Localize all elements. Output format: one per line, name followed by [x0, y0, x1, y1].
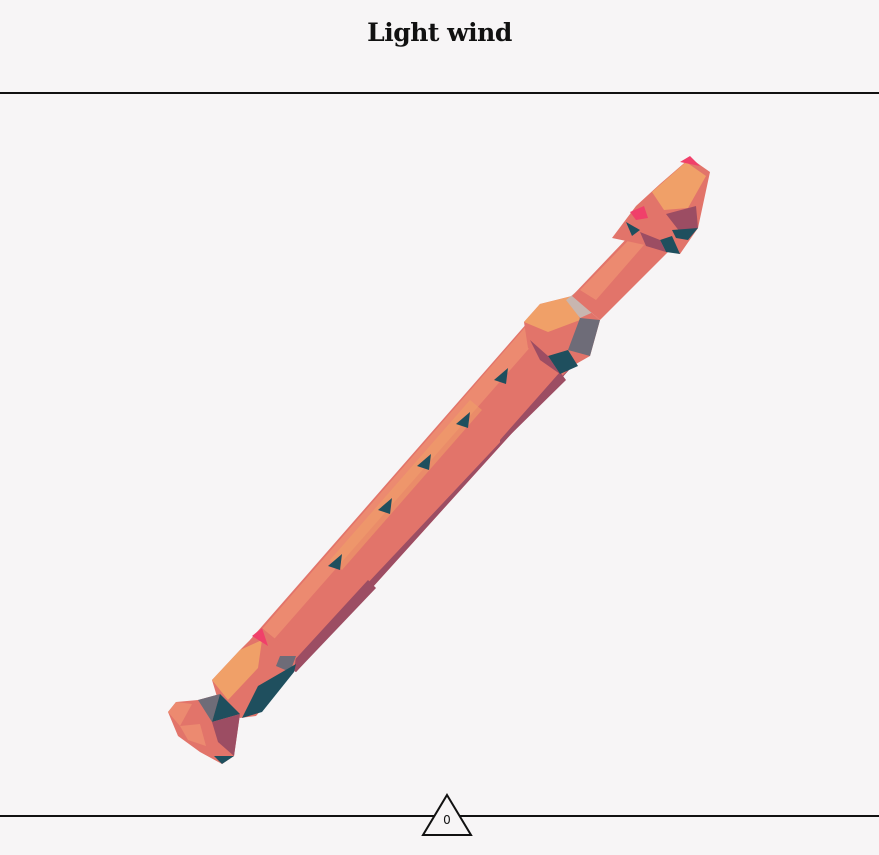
flute-head-highlight [652, 162, 706, 210]
flute-head-dark-3 [660, 236, 680, 254]
scene-canvas[interactable] [0, 96, 879, 814]
flute-body-shadow-mid [500, 372, 566, 445]
recorder-flute-icon [168, 156, 710, 764]
flute-body-warm [330, 400, 482, 570]
flute-foot-dark [212, 694, 240, 722]
flute-upper-joint-grey [568, 318, 600, 356]
flute-body [250, 322, 578, 672]
flute-body-shadow-low [290, 580, 376, 672]
flute-lower-joint-accent [252, 628, 268, 646]
flute-lower-joint-highlight [212, 640, 262, 700]
flute-head-shadow-2 [640, 232, 666, 252]
flute-head-accent [680, 156, 700, 166]
flute-foot-dark-2 [214, 756, 234, 764]
page-title: Light wind [367, 18, 512, 47]
finger-hole [494, 368, 508, 384]
flute-head-dark-2 [626, 222, 640, 236]
flute-upper-joint-shadow [530, 340, 560, 374]
flute-head-accent-2 [630, 206, 648, 220]
flute-upper-joint-highlight [524, 296, 580, 332]
flute-head-dark [672, 228, 698, 240]
finger-hole [456, 412, 470, 428]
flute-foot-light [180, 724, 206, 746]
flute-lower-joint [212, 628, 296, 718]
flute-foot-highlight [168, 702, 192, 726]
finger-hole [328, 554, 342, 570]
header-bar: Light wind [0, 0, 879, 94]
triangle-icon [421, 793, 473, 836]
flute-lower-joint-dark [242, 664, 296, 718]
flute-foot-shadow [212, 714, 240, 756]
flute-foot-grey [198, 694, 220, 722]
flute-head-shadow [666, 206, 698, 232]
flute-upper-joint-dark [548, 350, 578, 374]
finger-hole [417, 454, 431, 470]
counter-button[interactable]: 0 [420, 792, 474, 838]
counter-value: 0 [443, 813, 451, 827]
finger-hole [378, 498, 392, 514]
